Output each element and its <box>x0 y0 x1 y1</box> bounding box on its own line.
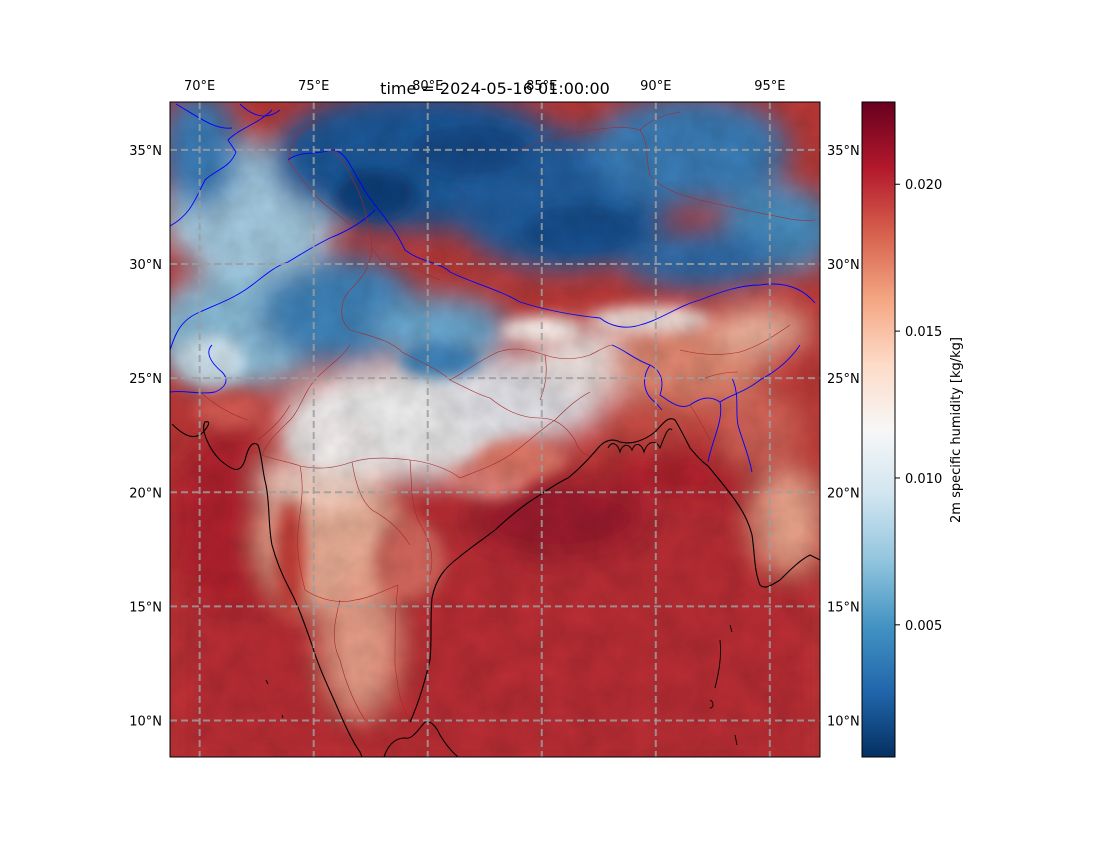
lon-labels-top: 70°E 75°E 80°E 85°E 90°E 95°E <box>184 79 785 94</box>
lon-tick-label-top: 75°E <box>298 79 329 94</box>
map-frame <box>169 101 821 758</box>
lat-tick-label-left: 30°N <box>129 258 162 273</box>
state-border <box>261 329 491 456</box>
lat-tick-label-left: 10°N <box>129 714 162 729</box>
country-border <box>175 103 281 129</box>
state-border <box>287 119 351 226</box>
colorbar-tick-label: 0.005 <box>905 619 942 634</box>
lon-tick-label-top: 85°E <box>526 79 557 94</box>
state-border <box>449 344 613 401</box>
lat-tick-label-right: 35°N <box>827 144 860 159</box>
map-borders <box>170 103 820 757</box>
colorbar: 0.005 0.010 0.015 0.020 2m specific humidit… <box>861 101 964 758</box>
state-border <box>459 391 599 479</box>
coastline <box>383 721 459 757</box>
colorbar-ticks: 0.005 0.010 0.015 0.020 <box>895 178 942 634</box>
lat-tick-label-right: 30°N <box>827 258 860 273</box>
gridlines <box>170 102 820 757</box>
lon-tick-label-top: 70°E <box>184 79 215 94</box>
coastline <box>265 624 738 746</box>
coastline <box>607 428 673 454</box>
country-border <box>170 209 376 351</box>
lat-labels-left: 35°N 30°N 25°N 20°N 15°N 10°N <box>129 144 162 730</box>
lat-labels-right: 35°N 30°N 25°N 20°N 15°N 10°N <box>827 144 860 730</box>
lon-tick-label-top: 90°E <box>640 79 671 94</box>
lat-tick-label-left: 35°N <box>129 144 162 159</box>
lon-tick-label-top: 95°E <box>754 79 785 94</box>
lat-tick-label-left: 20°N <box>129 486 162 501</box>
lat-tick-label-right: 10°N <box>827 714 860 729</box>
colorbar-tick-label: 0.015 <box>905 325 942 340</box>
humidity-field <box>170 102 820 757</box>
lat-tick-label-right: 15°N <box>827 600 860 615</box>
colorbar-label: 2m specific humidity [kg/kg] <box>949 337 964 523</box>
state-border <box>199 391 291 441</box>
lat-tick-label-left: 25°N <box>129 372 162 387</box>
lat-tick-label-right: 20°N <box>827 486 860 501</box>
country-border <box>170 344 227 394</box>
country-border <box>719 344 801 473</box>
colorbar-tick-label: 0.020 <box>905 178 942 193</box>
coastline <box>409 418 820 723</box>
lat-tick-label-left: 15°N <box>129 600 162 615</box>
colorbar-gradient <box>861 101 896 758</box>
colorbar-tick-label: 0.010 <box>905 472 942 487</box>
lat-tick-label-right: 25°N <box>827 372 860 387</box>
state-border <box>297 461 411 602</box>
map-title: time = 2024-05-16 01:00:00 <box>380 79 610 98</box>
lon-tick-label-top: 80°E <box>412 79 443 94</box>
coastline <box>171 421 363 757</box>
country-border <box>170 109 816 328</box>
field-texture <box>170 102 820 757</box>
